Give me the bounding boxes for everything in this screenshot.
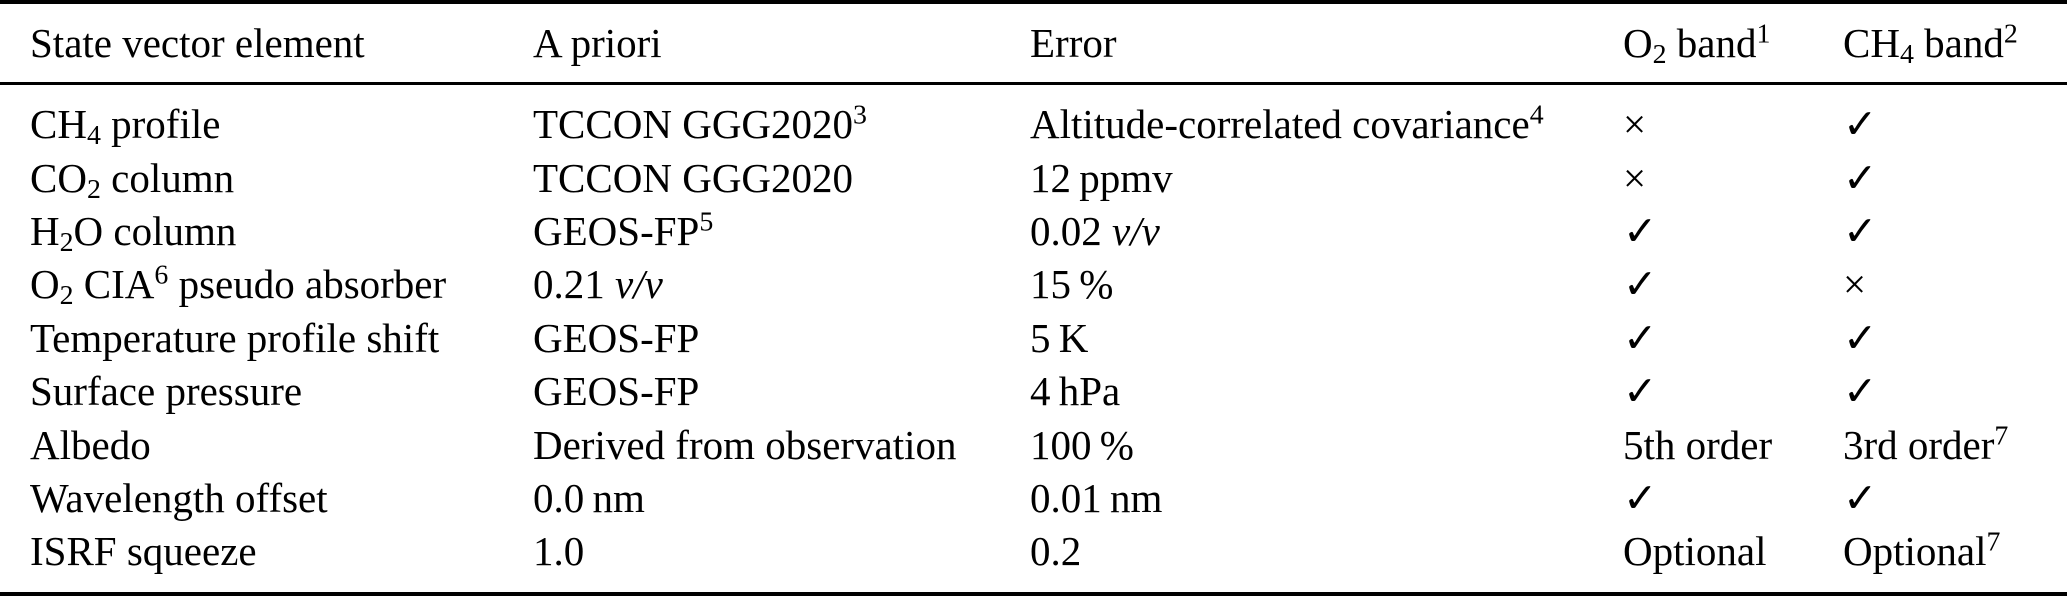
table-cell-r3-c5: ✓ (1843, 207, 1878, 254)
header-cell-ch4-band: CH4 band2 (1843, 18, 2018, 70)
table-cell-r6-c2: GEOS-FP (533, 368, 700, 415)
table-cell-r7-c4: 5th order (1623, 421, 1773, 468)
table-mid-rule (0, 82, 2067, 85)
table-cell-r3-c3: 0.02 v/v (1030, 207, 1160, 254)
table-cell-r1-c1: CH4 profile (30, 101, 221, 152)
table-body: CH4 profile TCCON GGG20203 Altitude-correl… (0, 85, 2067, 592)
table-cell-r3-c4: ✓ (1623, 207, 1658, 254)
table-cell-r6-c3: 4 hPa (1030, 368, 1121, 415)
table-row: ISRF squeeze 1.0 0.2 Optional Optional7 (0, 525, 2067, 578)
table-cell-r8-c4: ✓ (1623, 474, 1658, 521)
table-top-rule (0, 0, 2067, 4)
table-row: Wavelength offset 0.0 nm 0.01 nm ✓ ✓ (0, 472, 2067, 525)
header-cell-error: Error (1030, 19, 1117, 66)
table-cell-r5-c3: 5 K (1030, 314, 1089, 361)
header-cell-o2-band: O2 band1 (1623, 18, 1771, 70)
table-cell-r5-c5: ✓ (1843, 314, 1878, 361)
table-cell-r9-c5: Optional7 (1843, 526, 2001, 575)
table-cell-r1-c4: × (1623, 101, 1647, 148)
table-bottom-rule (0, 591, 2067, 596)
table-cell-r4-c2: 0.21 v/v (533, 261, 663, 308)
table-cell-r2-c5: ✓ (1843, 154, 1878, 201)
table-cell-r3-c1: H2O column (30, 207, 237, 259)
table-cell-r8-c3: 0.01 nm (1030, 474, 1163, 521)
table-cell-r5-c1: Temperature profile shift (30, 314, 440, 361)
table-cell-r4-c4: ✓ (1623, 261, 1658, 308)
table-row: Temperature profile shift GEOS-FP 5 K ✓ ✓ (0, 312, 2067, 365)
table-row: Surface pressure GEOS-FP 4 hPa ✓ ✓ (0, 365, 2067, 418)
table-cell-r4-c1: O2 CIA6 pseudo absorber (30, 259, 447, 312)
table-cell-r8-c2: 0.0 nm (533, 474, 645, 521)
header-cell-a-priori: A priori (533, 19, 662, 66)
table-cell-r5-c4: ✓ (1623, 314, 1658, 361)
table-cell-r7-c3: 100 % (1030, 421, 1134, 468)
table-cell-r7-c5: 3rd order7 (1843, 420, 2009, 468)
table-cell-r9-c4: Optional (1623, 528, 1767, 575)
table-cell-r9-c3: 0.2 (1030, 528, 1082, 575)
table-cell-r4-c5: × (1843, 261, 1867, 308)
table-cell-r5-c2: GEOS-FP (533, 314, 700, 361)
table-cell-r2-c2: TCCON GGG2020 (533, 154, 854, 201)
table-cell-r6-c1: Surface pressure (30, 368, 303, 415)
table-row: O2 CIA6 pseudo absorber 0.21 v/v 15 % ✓ × (0, 258, 2067, 311)
table-cell-r4-c3: 15 % (1030, 261, 1114, 308)
table-cell-r6-c4: ✓ (1623, 368, 1658, 415)
table-cell-r1-c5: ✓ (1843, 101, 1878, 148)
table-cell-r7-c2: Derived from observation (533, 421, 957, 468)
table-cell-r2-c3: 12 ppmv (1030, 154, 1173, 201)
table-row: Albedo Derived from observation 100 % 5th o… (0, 418, 2067, 471)
table-header-row: State vector element A priori Error O2 band… (0, 4, 2067, 82)
header-cell-state-vector-element: State vector element (30, 19, 365, 66)
table-cell-r9-c2: 1.0 (533, 528, 585, 575)
table-row: H2O column GEOS-FP5 0.02 v/v ✓ ✓ (0, 205, 2067, 258)
table-cell-r7-c1: Albedo (30, 421, 151, 468)
table-cell-r8-c5: ✓ (1843, 474, 1878, 521)
table-row: CO2 column TCCON GGG2020 12 ppmv × ✓ (0, 151, 2067, 204)
table-cell-r6-c5: ✓ (1843, 368, 1878, 415)
table-row: CH4 profile TCCON GGG20203 Altitude-correl… (0, 98, 2067, 151)
table-cell-r1-c3: Altitude-correlated covariance4 (1030, 99, 1544, 148)
table-cell-r2-c1: CO2 column (30, 154, 235, 205)
table-cell-r8-c1: Wavelength offset (30, 474, 328, 521)
table-cell-r3-c2: GEOS-FP5 (533, 206, 714, 254)
table-cell-r1-c2: TCCON GGG20203 (533, 99, 867, 148)
table-cell-r2-c4: × (1623, 154, 1647, 201)
table-cell-r9-c1: ISRF squeeze (30, 528, 257, 575)
